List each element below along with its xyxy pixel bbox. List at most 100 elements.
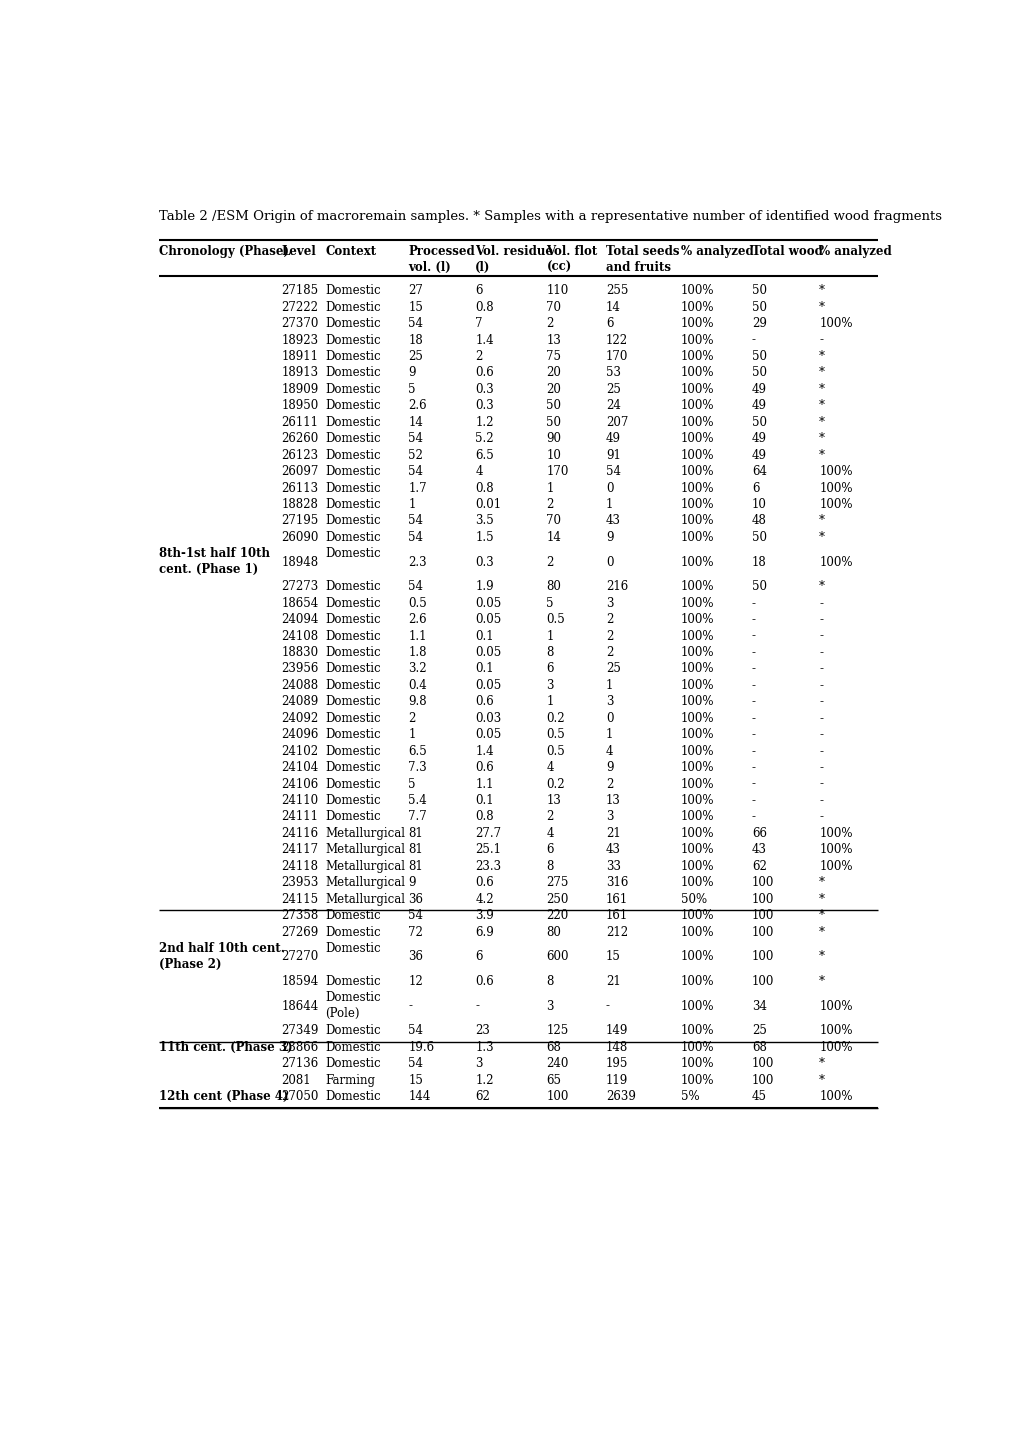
Text: 240: 240	[546, 1058, 569, 1071]
Text: 0.4: 0.4	[408, 680, 427, 693]
Text: 48: 48	[751, 515, 766, 528]
Text: 18828: 18828	[281, 498, 318, 511]
Text: *: *	[818, 300, 824, 313]
Text: 0.8: 0.8	[475, 300, 493, 313]
Text: 0.05: 0.05	[475, 597, 501, 610]
Text: 3: 3	[605, 597, 612, 610]
Text: 54: 54	[408, 465, 423, 478]
Text: -: -	[818, 745, 822, 758]
Text: 6: 6	[546, 662, 553, 675]
Text: 0: 0	[605, 556, 612, 569]
Text: 100: 100	[751, 876, 773, 889]
Text: 26097: 26097	[281, 465, 319, 478]
Text: 21: 21	[605, 827, 620, 840]
Text: 100%: 100%	[681, 515, 713, 528]
Text: 212: 212	[605, 925, 628, 938]
Text: Domestic: Domestic	[325, 794, 380, 807]
Text: Domestic: Domestic	[325, 696, 380, 709]
Text: 125: 125	[546, 1025, 569, 1038]
Text: 100%: 100%	[681, 951, 713, 964]
Text: 7.3: 7.3	[408, 760, 427, 773]
Text: -: -	[818, 778, 822, 791]
Text: 1.9: 1.9	[475, 580, 493, 593]
Text: 27136: 27136	[281, 1058, 319, 1071]
Text: 33: 33	[605, 860, 621, 873]
Text: 49: 49	[751, 449, 766, 462]
Text: Domestic: Domestic	[325, 465, 380, 478]
Text: -: -	[751, 629, 755, 642]
Text: 13: 13	[546, 333, 560, 346]
Text: Domestic: Domestic	[325, 680, 380, 693]
Text: 1.1: 1.1	[408, 629, 426, 642]
Text: 1: 1	[546, 482, 553, 495]
Text: 26123: 26123	[281, 449, 319, 462]
Text: 15: 15	[408, 300, 423, 313]
Text: 23956: 23956	[281, 662, 319, 675]
Text: 100%: 100%	[681, 597, 713, 610]
Text: Total wood: Total wood	[751, 245, 822, 258]
Text: 18: 18	[751, 556, 766, 569]
Text: 14: 14	[546, 531, 560, 544]
Text: 2: 2	[605, 778, 612, 791]
Text: Domestic: Domestic	[325, 909, 380, 922]
Text: *: *	[818, 515, 824, 528]
Text: 100%: 100%	[681, 613, 713, 626]
Text: -: -	[751, 333, 755, 346]
Text: -: -	[818, 680, 822, 693]
Text: 27050: 27050	[281, 1089, 319, 1102]
Text: 6.5: 6.5	[475, 449, 493, 462]
Text: 3: 3	[475, 1058, 482, 1071]
Text: 110: 110	[546, 284, 569, 297]
Text: 27222: 27222	[281, 300, 318, 313]
Text: 0.03: 0.03	[475, 711, 501, 724]
Text: 43: 43	[605, 515, 621, 528]
Text: % analyzed: % analyzed	[818, 245, 891, 258]
Text: 170: 170	[546, 465, 569, 478]
Text: 0.1: 0.1	[475, 629, 493, 642]
Text: 1.3: 1.3	[475, 1040, 493, 1053]
Text: 0.01: 0.01	[475, 498, 501, 511]
Text: 1: 1	[546, 629, 553, 642]
Text: Domestic: Domestic	[325, 333, 380, 346]
Text: *: *	[818, 433, 824, 446]
Text: Domestic: Domestic	[325, 317, 380, 330]
Text: 34: 34	[751, 1000, 766, 1013]
Text: 100%: 100%	[681, 860, 713, 873]
Text: 0.05: 0.05	[475, 613, 501, 626]
Text: 27269: 27269	[281, 925, 319, 938]
Text: 2nd half 10th cent.
(Phase 2): 2nd half 10th cent. (Phase 2)	[159, 942, 284, 971]
Text: 100%: 100%	[681, 646, 713, 659]
Text: 100%: 100%	[681, 680, 713, 693]
Text: *: *	[818, 1058, 824, 1071]
Text: 18: 18	[408, 333, 423, 346]
Text: 216: 216	[605, 580, 628, 593]
Text: Total seeds
and fruits: Total seeds and fruits	[605, 245, 679, 274]
Text: 3: 3	[546, 1000, 553, 1013]
Text: 0.6: 0.6	[475, 760, 493, 773]
Text: 81: 81	[408, 843, 423, 856]
Text: 0.5: 0.5	[408, 597, 427, 610]
Text: 2.6: 2.6	[408, 613, 426, 626]
Text: Metallurgical: Metallurgical	[325, 876, 405, 889]
Text: 4: 4	[546, 827, 553, 840]
Text: 100%: 100%	[818, 860, 852, 873]
Text: 250: 250	[546, 893, 569, 906]
Text: 0.6: 0.6	[475, 696, 493, 709]
Text: Processed
vol. (l): Processed vol. (l)	[408, 245, 475, 274]
Text: 4: 4	[546, 760, 553, 773]
Text: Domestic
(Pole): Domestic (Pole)	[325, 991, 380, 1020]
Text: 53: 53	[605, 367, 621, 380]
Text: 2: 2	[546, 498, 553, 511]
Text: -: -	[818, 760, 822, 773]
Text: Domestic: Domestic	[325, 416, 380, 429]
Text: 100%: 100%	[681, 556, 713, 569]
Text: 100%: 100%	[681, 433, 713, 446]
Text: 15: 15	[605, 951, 620, 964]
Text: 26111: 26111	[281, 416, 318, 429]
Text: 316: 316	[605, 876, 628, 889]
Text: 8: 8	[546, 975, 553, 988]
Text: 54: 54	[408, 515, 423, 528]
Text: 2: 2	[475, 351, 482, 364]
Text: 1.4: 1.4	[475, 745, 493, 758]
Text: -: -	[751, 711, 755, 724]
